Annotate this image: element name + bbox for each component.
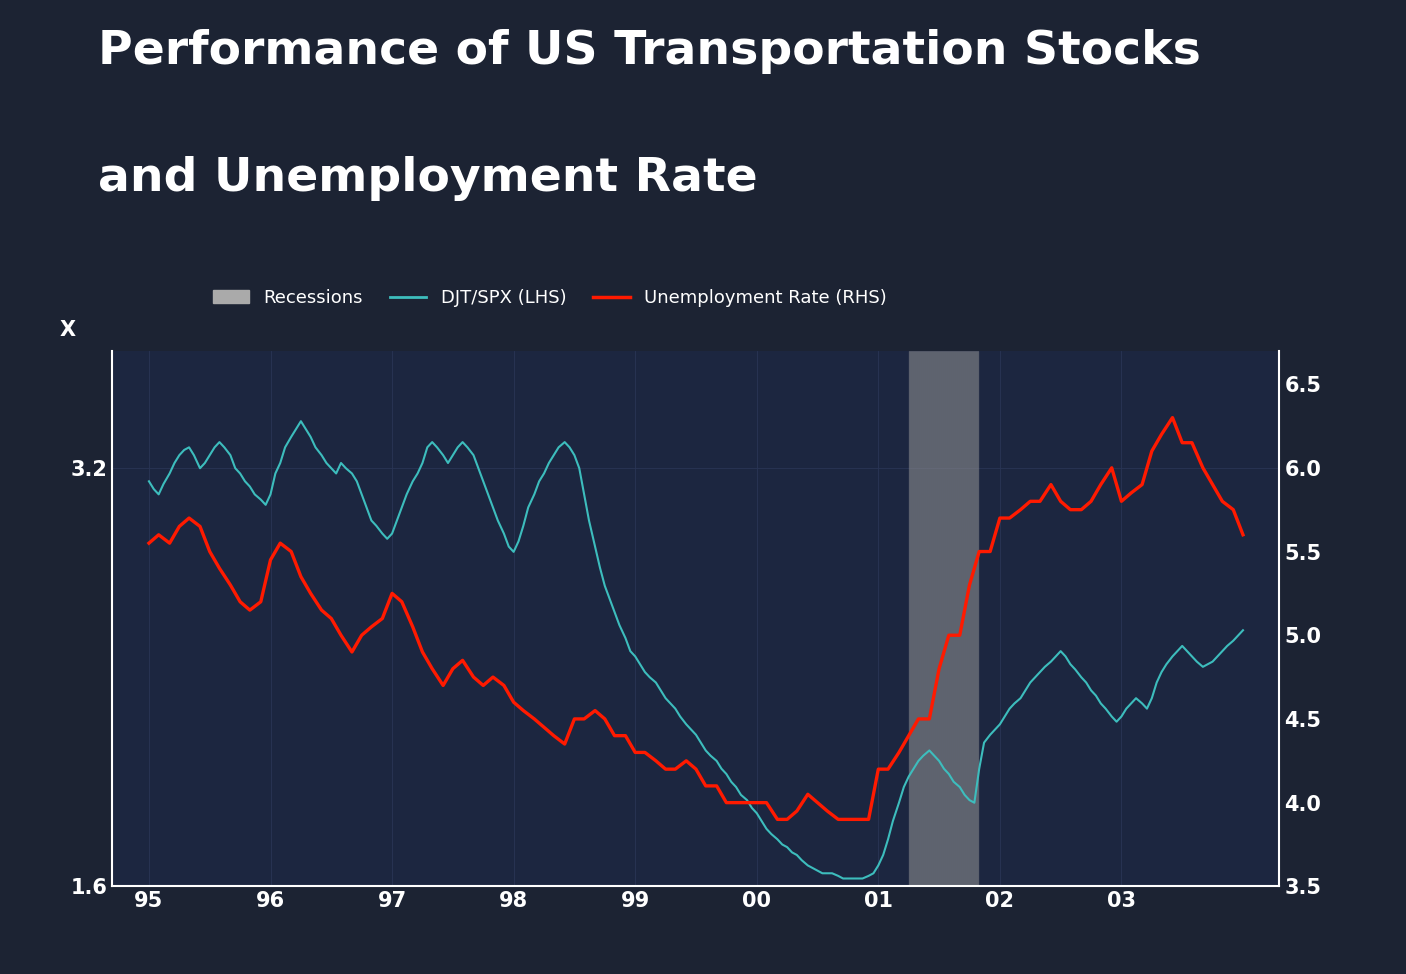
Legend: Recessions, DJT/SPX (LHS), Unemployment Rate (RHS): Recessions, DJT/SPX (LHS), Unemployment …: [205, 281, 894, 315]
Text: Performance of US Transportation Stocks: Performance of US Transportation Stocks: [98, 29, 1201, 74]
Text: and Unemployment Rate: and Unemployment Rate: [98, 156, 758, 201]
Text: X: X: [60, 319, 76, 340]
